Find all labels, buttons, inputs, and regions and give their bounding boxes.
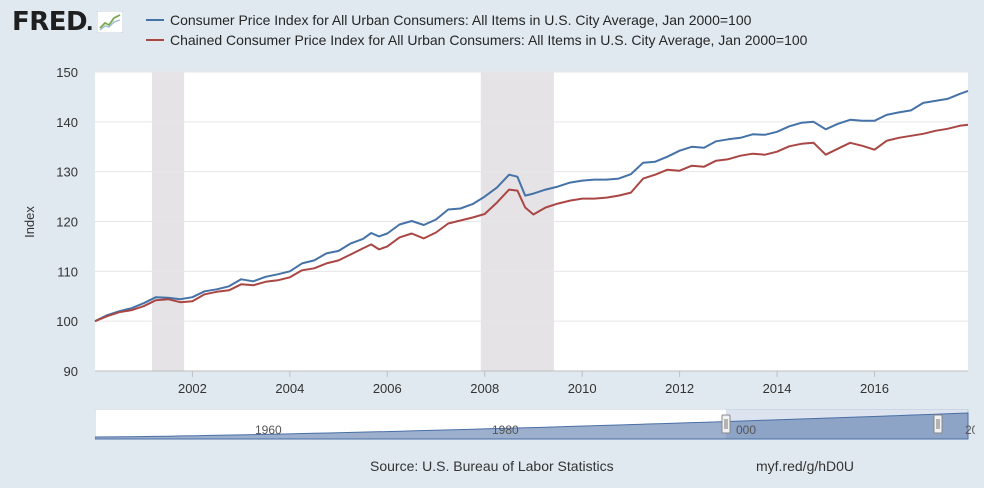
x-tick-label-2014: 2014 — [763, 381, 792, 396]
x-tick-label-2006: 2006 — [373, 381, 402, 396]
y-tick-label-90: 90 — [64, 364, 78, 379]
short-link[interactable]: myf.red/g/hD0U — [756, 458, 855, 474]
x-tick-label-2016: 2016 — [860, 381, 889, 396]
trend-chart-icon — [97, 10, 124, 33]
series-line-chained-cpi[interactable] — [94, 123, 969, 323]
navigator-right-handle[interactable] — [933, 414, 943, 434]
legend-swatch-chained-cpi — [146, 39, 164, 41]
y-tick-label-120: 120 — [56, 215, 78, 230]
series-line-cpi[interactable] — [94, 89, 969, 323]
y-tick-label-100: 100 — [56, 314, 78, 329]
x-tick-label-2008: 2008 — [470, 381, 499, 396]
logo-text: FRED — [12, 6, 88, 37]
y-tick-label-150: 150 — [56, 65, 78, 80]
navigator-area — [95, 412, 969, 440]
y-tick-label-130: 130 — [56, 165, 78, 180]
legend-label-cpi: Consumer Price Index for All Urban Consu… — [170, 12, 752, 28]
x-tick-label-2010: 2010 — [568, 381, 597, 396]
x-axis-ticks: 2002 2004 2006 2008 2010 2012 2014 2016 — [178, 371, 889, 396]
y-tick-label-110: 110 — [57, 264, 78, 279]
chart-legend: Consumer Price Index for All Urban Consu… — [146, 10, 807, 50]
navigator-label-1980: 1980 — [492, 423, 519, 437]
legend-swatch-cpi — [146, 19, 164, 21]
fred-logo[interactable]: FRED . — [12, 6, 124, 37]
x-tick-label-2002: 2002 — [178, 381, 207, 396]
navigator-left-handle[interactable] — [721, 414, 731, 434]
legend-label-chained-cpi: Chained Consumer Price Index for All Urb… — [170, 32, 808, 48]
main-chart[interactable]: 90 100 110 120 130 140 150 2002 2004 2006 2008 201… — [0, 60, 984, 400]
navigator-label-1960: 1960 — [255, 423, 282, 437]
range-navigator[interactable]: 1960 1980 000 202 — [95, 409, 975, 443]
x-tick-label-2004: 2004 — [275, 381, 304, 396]
y-axis-ticks: 90 100 110 120 130 140 150 — [56, 65, 78, 379]
legend-item-chained-cpi[interactable]: Chained Consumer Price Index for All Urb… — [146, 30, 807, 50]
logo-dot: . — [86, 6, 94, 36]
x-tick-label-2012: 2012 — [665, 381, 694, 396]
legend-item-cpi[interactable]: Consumer Price Index for All Urban Consu… — [146, 10, 807, 30]
y-axis-label: Index — [22, 206, 37, 238]
gridlines — [95, 71, 968, 372]
chart-header: FRED . Consumer Price Index for All Urba… — [0, 0, 984, 62]
navigator-label-2000: 000 — [736, 423, 756, 437]
source-citation: Source: U.S. Bureau of Labor Statistics — [370, 458, 614, 474]
series-lines — [94, 89, 969, 323]
navigator-label-2020: 202 — [965, 423, 975, 437]
y-tick-label-140: 140 — [56, 115, 78, 130]
